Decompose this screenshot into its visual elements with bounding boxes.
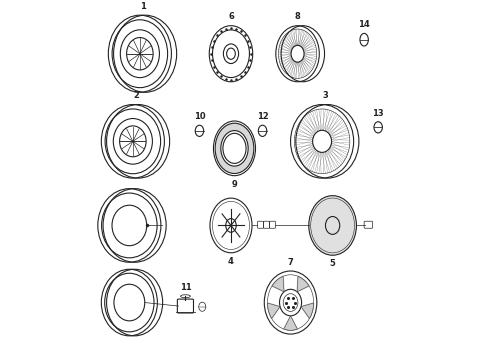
- Text: 7: 7: [288, 258, 294, 267]
- Text: 1: 1: [141, 2, 147, 11]
- Text: 6: 6: [228, 13, 234, 22]
- Text: 13: 13: [372, 108, 384, 117]
- Polygon shape: [284, 316, 297, 330]
- Text: 4: 4: [228, 257, 234, 266]
- Text: 14: 14: [358, 20, 370, 29]
- Ellipse shape: [279, 289, 302, 316]
- Text: 8: 8: [294, 13, 300, 22]
- Text: 2: 2: [133, 91, 139, 100]
- Polygon shape: [268, 303, 280, 319]
- Text: 12: 12: [257, 112, 269, 121]
- Ellipse shape: [309, 195, 356, 255]
- Ellipse shape: [215, 123, 254, 174]
- Text: 10: 10: [194, 112, 205, 121]
- Ellipse shape: [227, 48, 235, 59]
- Text: 9: 9: [232, 180, 237, 189]
- Polygon shape: [272, 276, 284, 292]
- Polygon shape: [301, 303, 314, 319]
- Ellipse shape: [221, 131, 248, 166]
- Text: 3: 3: [323, 91, 328, 100]
- Polygon shape: [297, 276, 309, 292]
- Text: 11: 11: [179, 283, 191, 292]
- Text: 5: 5: [330, 260, 336, 269]
